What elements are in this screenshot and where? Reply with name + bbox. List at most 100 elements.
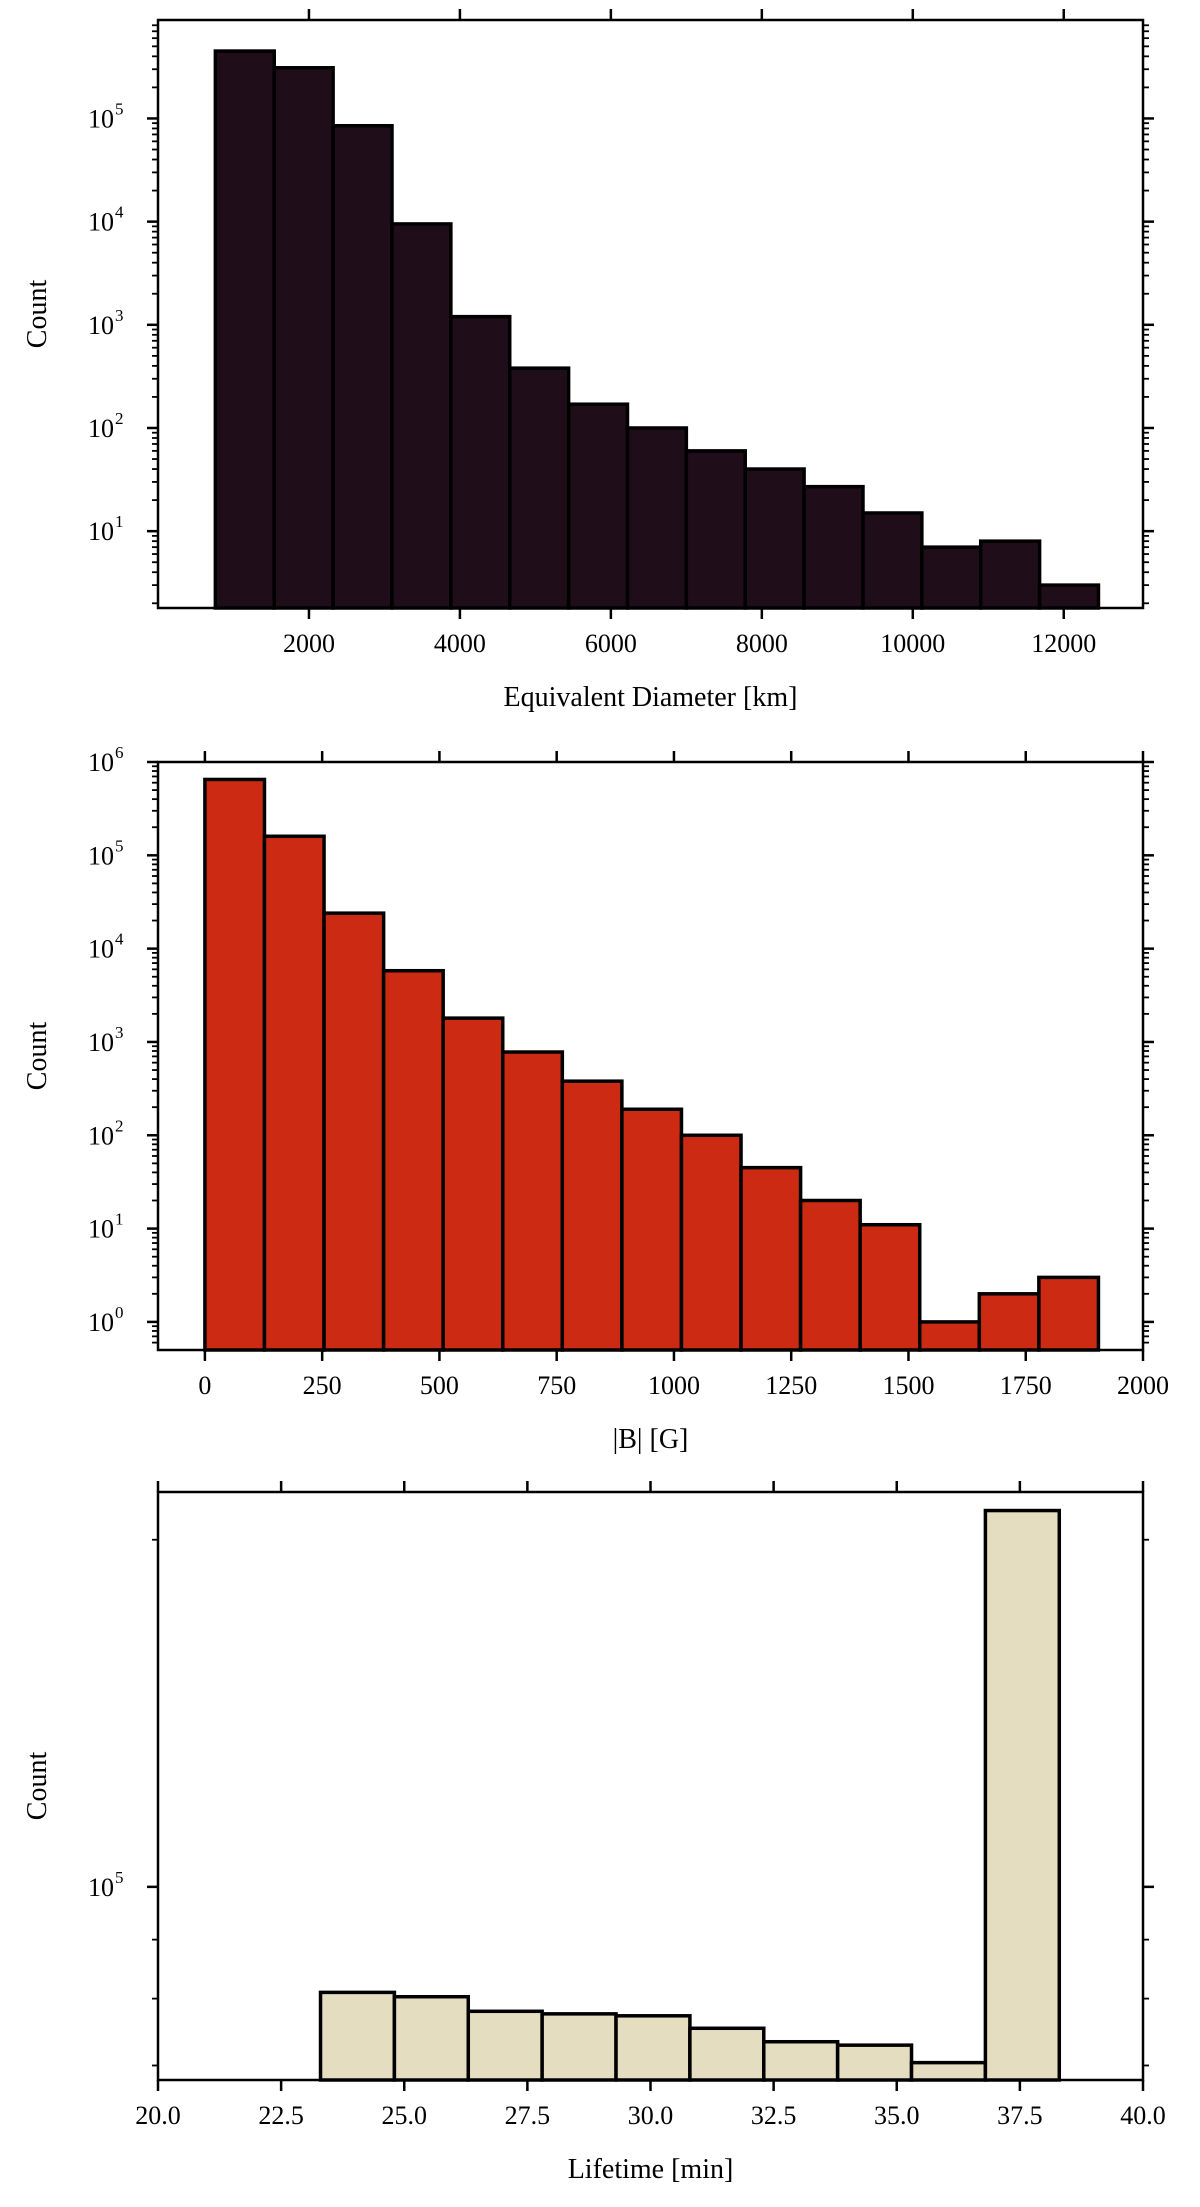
histogram-bar — [262, 834, 326, 1352]
plot-frame — [156, 18, 1145, 610]
x-tick-label: 6000 — [585, 629, 637, 658]
x-tick-label: 1250 — [765, 1371, 817, 1400]
histogram-bar — [762, 2039, 840, 2082]
x-tick-label: 12000 — [1031, 629, 1096, 658]
histogram-bar — [501, 1050, 565, 1352]
histogram-bar — [318, 1990, 397, 2082]
y-tick-exponent: 5 — [115, 836, 124, 855]
x-tick-label: 25.0 — [382, 2101, 428, 2130]
y-tick-label: 10 — [88, 104, 114, 133]
x-tick-label: 8000 — [736, 629, 788, 658]
bars — [203, 777, 1101, 1352]
histogram-bar — [449, 314, 512, 610]
x-tick-label: 250 — [303, 1371, 342, 1400]
histogram-bar — [625, 426, 689, 610]
histogram-bar — [802, 484, 865, 610]
x-ticks: 20.0 22.5 25.0 27.5 30.0 32.5 35.0 37.5 40.0 — [135, 1481, 1166, 2130]
x-tick-label: 1000 — [648, 1371, 700, 1400]
y-tick-label: 10 — [88, 311, 114, 340]
y-tick-exponent: 1 — [115, 1210, 124, 1229]
x-tick-label: 750 — [537, 1371, 576, 1400]
histogram-bar — [272, 66, 335, 610]
y-tick-exponent: 3 — [115, 1023, 124, 1042]
x-tick-label: 22.5 — [258, 2101, 304, 2130]
y-tick-exponent: 5 — [115, 99, 124, 118]
y-tick-label: 10 — [88, 1873, 114, 1902]
histogram-bar — [917, 1320, 982, 1352]
x-tick-label: 30.0 — [628, 2101, 674, 2130]
histogram-bar — [392, 1994, 471, 2082]
histogram-bar — [743, 467, 806, 610]
histogram-bar — [560, 1079, 624, 1352]
y-tick-label: 10 — [88, 1215, 114, 1244]
x-tick-label: 4000 — [434, 629, 486, 658]
y-tick-exponent: 5 — [115, 1868, 124, 1887]
y-axis-label: Count — [22, 1022, 53, 1091]
y-tick-exponent: 4 — [115, 930, 124, 949]
x-ticks: 0 250 500 750 1000 1250 1500 1750 2000 — [198, 751, 1169, 1400]
bars — [318, 1508, 1062, 2082]
plot-frame — [156, 760, 1145, 1352]
histogram-bar — [614, 2014, 692, 2082]
histogram-bar — [909, 2060, 988, 2082]
y-tick-label: 10 — [88, 1028, 114, 1057]
x-tick-label: 2000 — [283, 629, 335, 658]
bars — [213, 49, 1101, 610]
y-tick-label: 10 — [88, 748, 114, 777]
histogram-bar — [798, 1198, 862, 1352]
y-ticks: 10 5 — [88, 1868, 1154, 1902]
x-tick-label: 10000 — [880, 629, 945, 658]
x-tick-label: 1750 — [1000, 1371, 1052, 1400]
histogram-bar — [381, 968, 445, 1352]
y-axis-label: Count — [22, 1752, 53, 1821]
x-tick-label: 32.5 — [751, 2101, 797, 2130]
y-tick-label: 10 — [88, 1121, 114, 1150]
x-axis-label: |B| [G] — [613, 1424, 689, 1455]
histogram-bar — [203, 777, 267, 1352]
x-tick-label: 37.5 — [997, 2101, 1043, 2130]
x-axis-label: Equivalent Diameter [km] — [504, 682, 798, 713]
histogram-bar — [507, 366, 571, 610]
x-tick-label: 20.0 — [135, 2101, 181, 2130]
x-ticks: 2000 4000 6000 8000 10000 12000 — [283, 9, 1096, 658]
histogram-bar — [1037, 583, 1101, 610]
histogram-bar — [977, 1292, 1041, 1352]
histogram-bar — [679, 1133, 743, 1352]
histogram-bar — [213, 49, 276, 610]
x-tick-label: 27.5 — [505, 2101, 551, 2130]
histogram-bar — [861, 511, 924, 610]
y-tick-label: 10 — [88, 517, 114, 546]
histogram-bar — [540, 2012, 618, 2082]
y-tick-exponent: 4 — [115, 203, 124, 222]
x-tick-label: 1500 — [882, 1371, 934, 1400]
histogram-bar — [920, 545, 983, 610]
y-tick-label: 10 — [88, 208, 114, 237]
histogram-bar — [978, 539, 1042, 610]
x-tick-label: 2000 — [1117, 1371, 1169, 1400]
histogram-bar — [983, 1508, 1062, 2082]
y-tick-label: 10 — [88, 1308, 114, 1337]
histogram-bar — [322, 911, 386, 1352]
histogram-bar — [739, 1165, 803, 1352]
histogram-bar — [390, 222, 453, 610]
y-tick-exponent: 2 — [115, 1116, 124, 1135]
histogram-bar — [331, 123, 394, 610]
y-tick-label: 10 — [88, 935, 114, 964]
y-tick-exponent: 6 — [115, 743, 124, 762]
x-tick-label: 0 — [198, 1371, 211, 1400]
y-tick-exponent: 3 — [115, 306, 124, 325]
histogram-bar — [466, 2009, 544, 2082]
y-tick-label: 10 — [88, 414, 114, 443]
histogram-bar — [620, 1107, 684, 1352]
histogram-bar — [1037, 1275, 1101, 1352]
y-tick-label: 10 — [88, 841, 114, 870]
histogram-bar — [441, 1016, 505, 1352]
x-axis-label: Lifetime [min] — [568, 2154, 734, 2185]
y-tick-exponent: 2 — [115, 409, 124, 428]
y-tick-exponent: 0 — [115, 1303, 124, 1322]
panel-lifetime: 20.0 22.5 25.0 27.5 30.0 32.5 35.0 37.5 40.0 10 5 L… — [22, 1481, 1166, 2185]
histogram-bar — [688, 2026, 766, 2082]
